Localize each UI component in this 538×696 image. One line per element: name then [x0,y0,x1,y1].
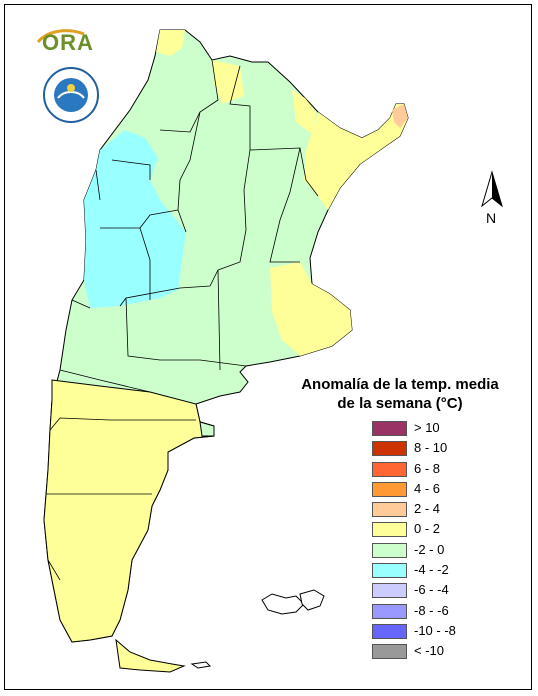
legend-label: < -10 [414,643,444,659]
ora-logo: ORA [34,28,104,60]
legend-label: 4 - 6 [414,480,441,496]
legend-title-line1: Anomalía de la temp. media [301,376,499,393]
legend-swatch [372,563,407,579]
zone-cold-cuyo [84,130,186,308]
peninsula-valdes [199,421,215,437]
legend-label: -6 - -4 [414,582,449,598]
legend-label: 6 - 8 [414,460,441,476]
legend-swatch [372,583,407,599]
north-arrow-icon [481,170,503,208]
zone-hot-misiones [392,104,408,128]
legend-swatch [372,623,407,639]
zone-warm-buenos-aires [270,262,352,356]
smn-seal-logo [42,66,100,124]
ora-logo-text: ORA [42,30,94,55]
zone-warm-patagonia [43,379,215,643]
legend-swatch [372,522,407,538]
legend-swatch [372,441,407,457]
legend-label: > 10 [414,420,440,435]
zone-warm-formosa [292,90,316,134]
legend-swatch [372,542,407,558]
legend-swatch [372,502,407,518]
legend-title-line2: de la semana (°C) [337,395,463,412]
malvinas-islands [261,589,325,615]
legend-label: -8 - -6 [414,602,449,618]
legend-label: -2 - 0 [414,541,445,557]
isla-de-los-estados [190,661,212,669]
zone-warm-north-2 [212,60,244,104]
legend-label: 0 - 2 [414,521,441,537]
zone-warm-ne [304,104,408,210]
zone-warm-north-1 [156,30,185,56]
province-borders [46,59,319,581]
legend-swatch [372,421,407,436]
legend: Anomalía de la temp. media de la semana … [290,375,510,660]
north-label: N [486,210,497,226]
legend-label: -10 - -8 [414,622,456,638]
legend-label: 8 - 10 [414,440,448,456]
north-arrow: N [478,170,508,230]
tierra-del-fuego [115,638,186,673]
legend-swatch [372,461,407,477]
legend-swatch [372,644,407,660]
legend-swatch [372,603,407,619]
legend-label: 2 - 4 [414,501,441,517]
legend-swatch [372,481,407,497]
legend-label: -4 - -2 [414,562,449,578]
